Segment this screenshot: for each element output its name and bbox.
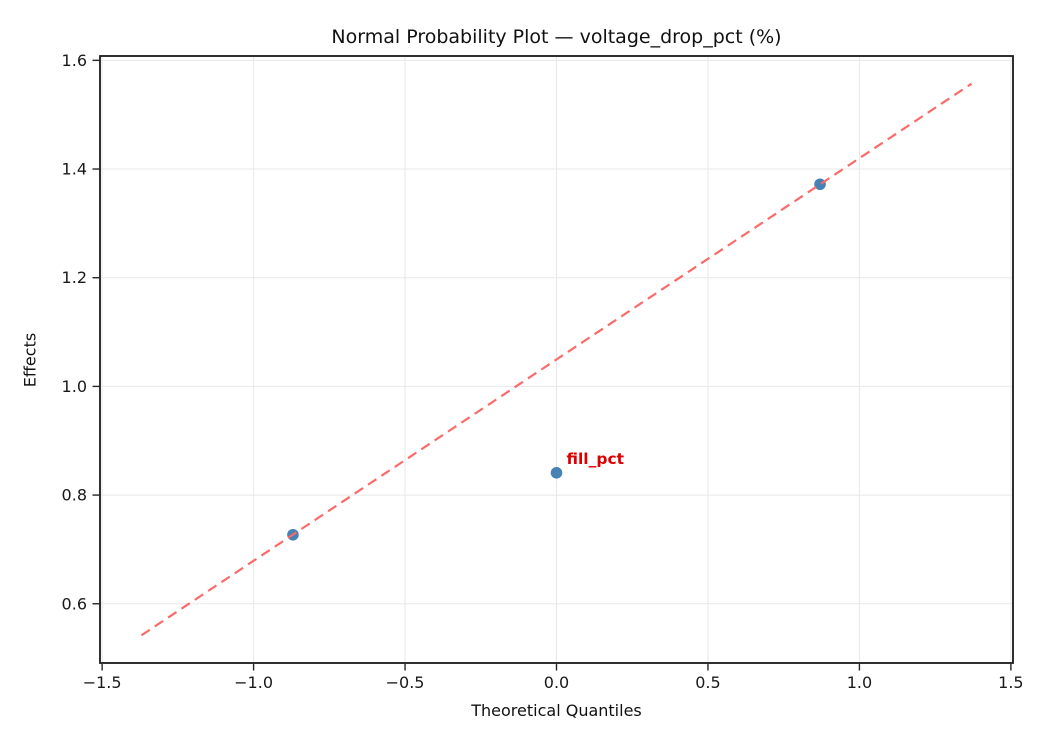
x-tick-label: −0.5 [386, 673, 425, 692]
x-tick-label: 1.5 [998, 673, 1023, 692]
y-tick-label: 1.0 [62, 377, 87, 396]
data-point [550, 467, 563, 479]
y-tick-label: 1.6 [62, 51, 87, 70]
x-tick-label: −1.5 [83, 673, 122, 692]
x-axis-label: Theoretical Quantiles [471, 701, 642, 720]
x-tick-label: 0.0 [544, 673, 569, 692]
reference-line [140, 82, 973, 637]
x-tick-label: −1.0 [234, 673, 273, 692]
annotation-label: fill_pct [567, 450, 625, 468]
x-tick-label: 0.5 [695, 673, 720, 692]
y-tick-label: 1.4 [62, 160, 87, 179]
chart-title: Normal Probability Plot — voltage_drop_p… [331, 26, 782, 48]
y-tick-label: 0.8 [62, 486, 87, 505]
y-tick-label: 1.2 [62, 268, 87, 287]
plot-border [99, 55, 1014, 664]
x-tick-label: 1.0 [847, 673, 872, 692]
y-tick-label: 0.6 [62, 594, 87, 613]
